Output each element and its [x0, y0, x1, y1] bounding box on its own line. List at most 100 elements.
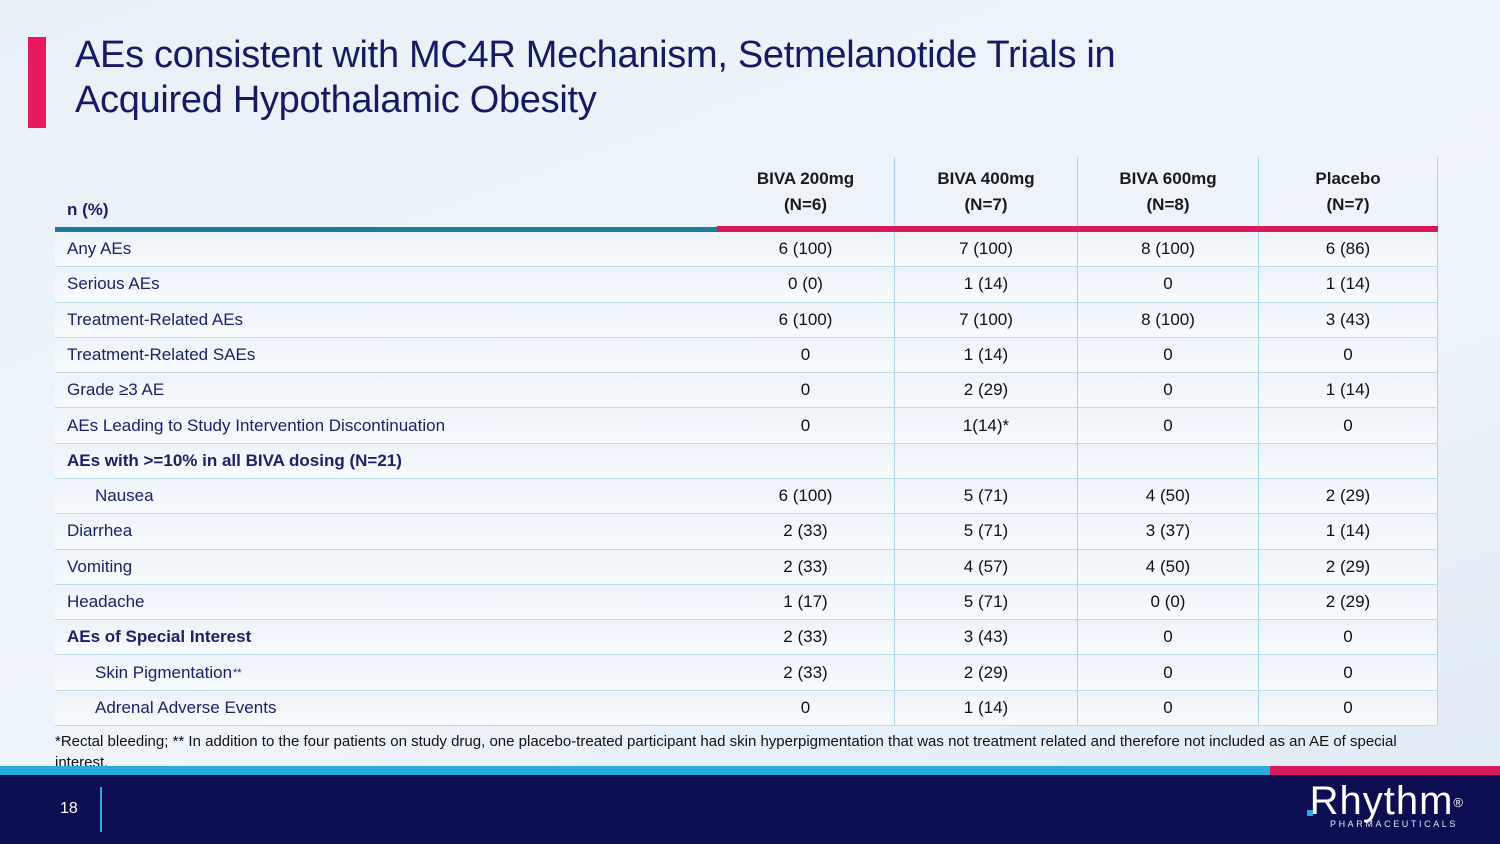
cell-biva-200: 6 (100)	[778, 486, 833, 506]
column-header-label: BIVA 200mg	[756, 168, 855, 188]
table-header-n-pct: n (%)	[55, 157, 717, 226]
row-label: Treatment-Related AEs	[67, 309, 244, 329]
table-row: AEs Leading to Study Intervention Discon…	[55, 408, 1438, 444]
cell-biva-600	[1077, 443, 1258, 478]
table-row: Treatment-Related SAEs 0 1 (14) 0 0	[55, 337, 1438, 374]
cell-biva-400: 1(14)*	[894, 408, 1077, 443]
row-label: AEs Leading to Study Intervention Discon…	[67, 415, 446, 435]
row-label: Nausea	[95, 486, 154, 506]
cell-biva-600: 8 (100)	[1077, 302, 1258, 337]
row-label: Treatment-Related SAEs	[67, 344, 256, 364]
cell-biva-200	[717, 444, 894, 478]
cell-biva-200: 2 (33)	[783, 521, 828, 541]
rhythm-logo-wordmark: Rhythm®	[1306, 779, 1464, 823]
column-header-biva-200: BIVA 200mg (N=6)	[717, 157, 894, 226]
cell-biva-400: 1 (14)	[894, 267, 1077, 302]
cell-biva-400: 5 (71)	[894, 478, 1077, 514]
table-header-row: n (%) BIVA 200mg (N=6) BIVA 400mg (N=7) …	[55, 157, 1438, 226]
page-title-line1: AEs consistent with MC4R Mechanism, Setm…	[75, 34, 1116, 76]
cell-placebo: 0	[1258, 655, 1438, 690]
cell-biva-600: 3 (37)	[1077, 514, 1258, 549]
cell-biva-200: 0	[800, 380, 811, 400]
cell-biva-600: 0	[1077, 408, 1258, 443]
cell-biva-600: 8 (100)	[1077, 232, 1258, 267]
table-row: Serious AEs 0 (0) 1 (14) 0 1 (14)	[55, 267, 1438, 303]
column-header-biva-600: BIVA 600mg (N=8)	[1077, 157, 1258, 226]
title-accent-bar	[28, 37, 46, 128]
cell-placebo: 0	[1258, 408, 1438, 443]
table-row: AEs of Special Interest 2 (33) 3 (43) 0 …	[55, 620, 1438, 656]
cell-biva-400: 7 (100)	[894, 232, 1077, 267]
cell-biva-200: 0 (0)	[788, 274, 823, 294]
row-label: Skin Pigmentation **	[95, 662, 242, 682]
cell-biva-400	[894, 443, 1077, 478]
column-header-n: (N=8)	[1146, 194, 1190, 214]
cell-biva-400: 2 (29)	[894, 655, 1077, 690]
row-label: AEs with >=10% in all BIVA dosing (N=21)	[67, 450, 402, 470]
cell-placebo: 2 (29)	[1258, 478, 1438, 514]
row-label: Headache	[67, 591, 145, 611]
n-percent-label: n (%)	[67, 200, 109, 219]
page-number: 18	[60, 800, 78, 817]
cell-biva-600: 0	[1077, 620, 1258, 655]
table-row: Skin Pigmentation ** 2 (33) 2 (29) 0 0	[55, 655, 1438, 691]
row-label: Serious AEs	[67, 274, 160, 294]
row-label: AEs of Special Interest	[67, 627, 252, 647]
column-header-n: (N=6)	[784, 194, 827, 214]
cell-biva-400: 3 (43)	[894, 620, 1077, 655]
column-header-n: (N=7)	[964, 194, 1008, 214]
cell-placebo: 1 (14)	[1258, 267, 1438, 302]
cell-biva-200: 6 (100)	[778, 309, 833, 329]
cell-placebo: 1 (14)	[1258, 373, 1438, 408]
cell-biva-200: 2 (33)	[783, 627, 828, 647]
row-label: Any AEs	[67, 239, 132, 259]
cell-placebo: 0	[1258, 690, 1438, 725]
header-underline-teal	[55, 227, 717, 232]
cell-biva-400: 1 (14)	[894, 337, 1077, 373]
table-row: Adrenal Adverse Events 0 1 (14) 0 0	[55, 690, 1438, 726]
cell-biva-400: 5 (71)	[894, 584, 1077, 620]
header-underline	[55, 226, 1438, 232]
rhythm-logo-text: Rhythm	[1309, 779, 1454, 823]
cell-biva-200: 0	[800, 415, 811, 435]
cell-biva-200: 0	[800, 344, 811, 364]
divider-crimson-segment	[1270, 766, 1500, 775]
column-header-n: (N=7)	[1326, 194, 1370, 214]
table-body: Any AEs 6 (100) 7 (100) 8 (100) 6 (86) S…	[55, 232, 1438, 726]
footer-separator-line	[100, 787, 102, 832]
table-row: Treatment-Related AEs 6 (100) 7 (100) 8 …	[55, 302, 1438, 338]
cell-biva-400: 7 (100)	[894, 302, 1077, 337]
cell-placebo: 0	[1258, 620, 1438, 655]
row-label: Grade ≥3 AE	[67, 380, 165, 400]
column-header-placebo: Placebo (N=7)	[1258, 157, 1438, 226]
cell-biva-200: 6 (100)	[778, 239, 833, 259]
cell-biva-200: 2 (33)	[783, 556, 828, 576]
cell-placebo: 0	[1258, 337, 1438, 373]
cell-biva-400: 1 (14)	[894, 690, 1077, 725]
table-row: Any AEs 6 (100) 7 (100) 8 (100) 6 (86)	[55, 232, 1438, 268]
table-row: Diarrhea 2 (33) 5 (71) 3 (37) 1 (14)	[55, 514, 1438, 550]
column-header-label: Placebo	[1315, 168, 1381, 188]
cell-biva-600: 0	[1077, 373, 1258, 408]
table-row: Vomiting 2 (33) 4 (57) 4 (50) 2 (29)	[55, 549, 1438, 585]
cell-placebo: 6 (86)	[1258, 232, 1438, 267]
cell-biva-600: 0	[1077, 655, 1258, 690]
cell-biva-600: 0 (0)	[1077, 584, 1258, 620]
rhythm-logo-subtext: PHARMACEUTICALS	[1329, 819, 1458, 829]
column-header-label: BIVA 600mg	[1119, 168, 1217, 188]
cell-placebo	[1258, 443, 1438, 478]
table-row: Nausea 6 (100) 5 (71) 4 (50) 2 (29)	[55, 478, 1438, 515]
table-row: Headache 1 (17) 5 (71) 0 (0) 2 (29)	[55, 584, 1438, 621]
page-title-line2: Acquired Hypothalamic Obesity	[75, 79, 597, 121]
page-title: AEs consistent with MC4R Mechanism, Setm…	[75, 33, 1116, 123]
cell-biva-600: 4 (50)	[1077, 478, 1258, 514]
header-underline-crimson	[717, 226, 1438, 232]
cell-placebo: 1 (14)	[1258, 514, 1438, 549]
cell-biva-600: 0	[1077, 690, 1258, 725]
cell-biva-400: 4 (57)	[894, 549, 1077, 584]
cell-biva-600: 0	[1077, 337, 1258, 373]
footer-divider-bar	[0, 766, 1500, 775]
cell-biva-600: 4 (50)	[1077, 549, 1258, 584]
divider-cyan-segment	[0, 766, 1270, 775]
